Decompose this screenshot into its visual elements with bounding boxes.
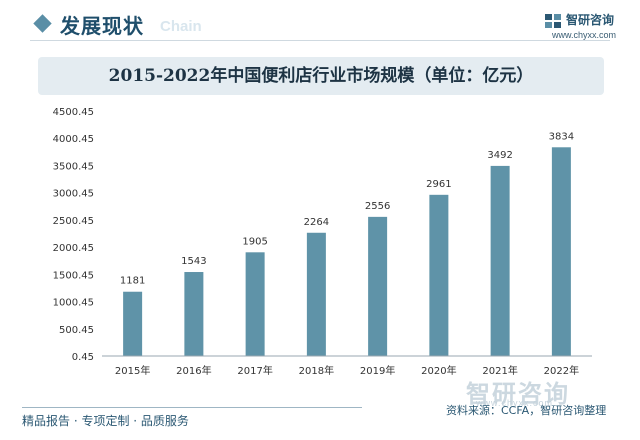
x-tick-label: 2015年	[115, 364, 150, 377]
data-label: 3834	[549, 131, 574, 142]
data-label: 3492	[487, 150, 512, 161]
y-tick-label: 0.45	[72, 352, 94, 363]
bar	[429, 194, 449, 356]
bar	[123, 291, 143, 356]
watermark: 智研咨询	[466, 380, 570, 408]
watermark-url: www.chyxx.com	[476, 398, 554, 408]
y-tick-label: 2500.45	[53, 216, 94, 227]
x-tick-label: 2019年	[360, 364, 395, 377]
data-label: 1181	[120, 276, 145, 287]
data-label: 2961	[426, 179, 451, 190]
x-axis: 2015年 2016年 2017年 2018年 2019年 2020年 2021年 2022年	[102, 355, 592, 377]
header-divider	[30, 40, 610, 41]
x-tick-label: 2016年	[176, 364, 211, 377]
data-label: 2556	[365, 201, 390, 212]
logo-name: 智研咨询	[566, 13, 615, 27]
data-label: 1543	[181, 256, 206, 267]
chart-title-band	[38, 57, 604, 95]
y-tick-label: 1500.45	[53, 270, 94, 281]
y-tick-label: 3000.45	[53, 189, 94, 200]
y-tick-label: 1000.45	[53, 298, 94, 309]
x-tick-label: 2022年	[544, 364, 579, 377]
logo-url: www.chyxx.com	[552, 30, 617, 40]
section-ghost-text: Chain	[160, 18, 202, 35]
source-note: 资料来源：CCFA，智研咨询整理	[446, 404, 607, 417]
data-label: 2264	[304, 217, 329, 228]
bars	[123, 147, 571, 356]
x-tick-label: 2021年	[482, 364, 517, 377]
section-title: 发展现状	[60, 14, 144, 38]
bar	[551, 147, 571, 356]
footer-divider	[22, 407, 362, 408]
bar	[306, 232, 326, 356]
chart-title: 2015-2022年中国便利店行业市场规模（单位：亿元）	[108, 66, 534, 86]
x-tick-label: 2018年	[299, 364, 334, 377]
y-tick-label: 2000.45	[53, 243, 94, 254]
y-tick-label: 4000.45	[53, 134, 94, 145]
bar	[368, 216, 388, 356]
bar	[490, 165, 510, 356]
bar	[184, 272, 204, 356]
y-tick-label: 500.45	[59, 325, 94, 336]
data-label: 1905	[242, 236, 267, 247]
logo-icon	[545, 14, 561, 28]
x-tick-label: 2020年	[421, 364, 456, 377]
y-axis: 0.45 500.45 1000.45 1500.45 2000.45 2500.45 30…	[53, 107, 94, 363]
y-tick-label: 4500.45	[53, 107, 94, 118]
y-tick-label: 3500.45	[53, 161, 94, 172]
footer-tagline: 精品报告 · 专项定制 · 品质服务	[22, 414, 189, 428]
x-tick-label: 2017年	[237, 364, 272, 377]
header: 发展现状 Chain 智研咨询 www.chyxx.com	[0, 0, 640, 50]
bar	[245, 252, 265, 356]
data-labels: 1181 1543 1905 2264 2556 2961 3492 3834	[120, 131, 574, 286]
